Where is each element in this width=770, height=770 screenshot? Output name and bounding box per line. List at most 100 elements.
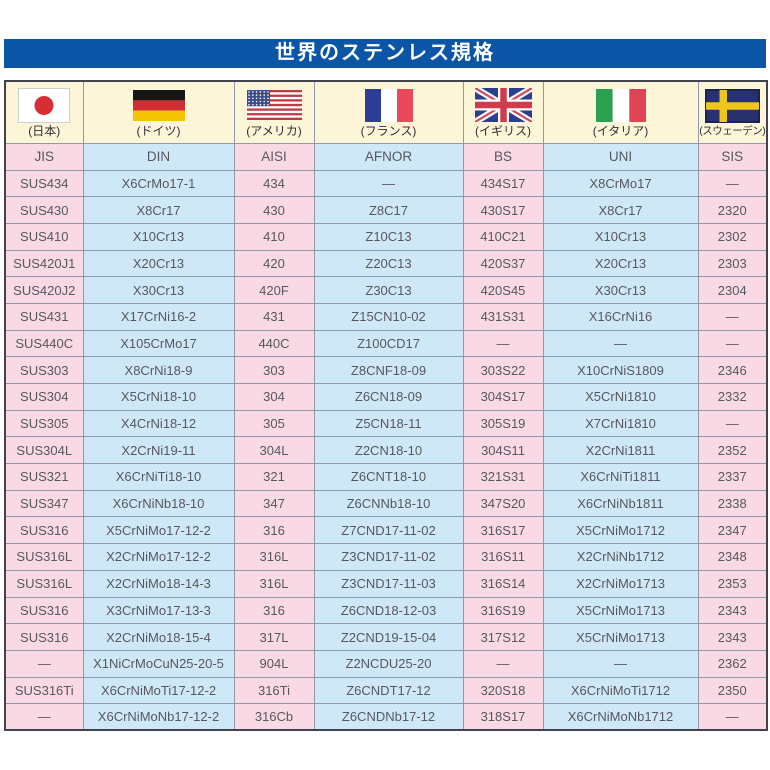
cell-bs: 316S19 <box>462 596 544 625</box>
cell-jis: SUS347 <box>4 489 84 518</box>
cell-jis: SUS305 <box>4 409 84 438</box>
cell-aisi: 316Ti <box>233 676 315 705</box>
standard-header-aisi: AISI <box>233 142 315 171</box>
cell-jis: — <box>4 703 84 731</box>
cell-din: X8CrNi18-9 <box>82 356 235 384</box>
cell-din: X1NiCrMoCuN25-20-5 <box>82 649 235 678</box>
cell-uni: X10CrNiS1809 <box>542 356 699 384</box>
cell-sis: 2302 <box>697 222 768 251</box>
cell-uni: — <box>542 329 699 358</box>
country-header-jis: (日本) <box>4 80 84 144</box>
cell-afnor: Z8C17 <box>313 196 464 224</box>
cell-sis: 2303 <box>697 249 768 278</box>
cell-jis: SUS316Ti <box>4 676 84 705</box>
uk-flag-icon <box>474 86 532 124</box>
cell-aisi: 304 <box>233 383 315 411</box>
cell-afnor: Z6CND18-12-03 <box>313 596 464 625</box>
cell-uni: X16CrNi16 <box>542 302 699 331</box>
cell-sis: 2337 <box>697 463 768 491</box>
country-header-din: (ドイツ) <box>82 80 235 144</box>
standards-header-row: JIS DIN AISI AFNOR BS UNI SIS <box>4 142 768 171</box>
table-row: SUS303 X8CrNi18-9 303 Z8CNF18-09 303S22 X10Cr… <box>4 356 768 384</box>
cell-jis: SUS316 <box>4 623 84 651</box>
cell-din: X2CrNiMo18-14-3 <box>82 569 235 598</box>
japan-flag-icon <box>18 86 71 124</box>
cell-afnor: Z3CND17-11-02 <box>313 543 464 571</box>
cell-uni: X5CrNiMo1712 <box>542 516 699 545</box>
cell-uni: X2CrNiMo1713 <box>542 569 699 598</box>
cell-jis: SUS431 <box>4 302 84 331</box>
cell-bs: — <box>462 329 544 358</box>
cell-afnor: Z15CN10-02 <box>313 302 464 331</box>
cell-din: X17CrNi16-2 <box>82 302 235 331</box>
table-row: SUS410 X10Cr13 410 Z10C13 410C21 X10Cr13 2302 <box>4 222 768 251</box>
cell-din: X30Cr13 <box>82 276 235 304</box>
cell-jis: SUS316L <box>4 543 84 571</box>
cell-bs: 410C21 <box>462 222 544 251</box>
cell-aisi: 904L <box>233 649 315 678</box>
standard-header-bs: BS <box>462 142 544 171</box>
cell-bs: 430S17 <box>462 196 544 224</box>
cell-afnor: Z10C13 <box>313 222 464 251</box>
table-row: SUS316L X2CrNiMo17-12-2 316L Z3CND17-11-02 3… <box>4 543 768 571</box>
cell-afnor: Z6CN18-09 <box>313 383 464 411</box>
cell-bs: 420S45 <box>462 276 544 304</box>
cell-sis: 2338 <box>697 489 768 518</box>
cell-afnor: Z100CD17 <box>313 329 464 358</box>
cell-sis: 2343 <box>697 596 768 625</box>
cell-din: X6CrNiTi18-10 <box>82 463 235 491</box>
cell-sis: — <box>697 302 768 331</box>
table-row: SUS316 X2CrNiMo18-15-4 317L Z2CND19-15-04 31… <box>4 623 768 651</box>
cell-uni: X6CrNiNb1811 <box>542 489 699 518</box>
cell-sis: 2352 <box>697 436 768 465</box>
table-row: SUS431 X17CrNi16-2 431 Z15CN10-02 431S31 X16C… <box>4 302 768 331</box>
usa-flag-icon <box>246 86 302 124</box>
germany-flag-icon <box>132 86 185 124</box>
cell-aisi: 305 <box>233 409 315 438</box>
cell-jis: SUS316L <box>4 569 84 598</box>
cell-din: X6CrMo17-1 <box>82 169 235 198</box>
cell-sis: — <box>697 409 768 438</box>
cell-aisi: 347 <box>233 489 315 518</box>
cell-din: X4CrNi18-12 <box>82 409 235 438</box>
cell-uni: X5CrNi1810 <box>542 383 699 411</box>
cell-afnor: Z2CND19-15-04 <box>313 623 464 651</box>
table-row: — X6CrNiMoNb17-12-2 316Cb Z6CNDNb17-12 318S1… <box>4 703 768 731</box>
table-row: — X1NiCrMoCuN25-20-5 904L Z2NCDU25-20— —2362 <box>4 649 768 678</box>
cell-uni: X6CrNiMoNb1712 <box>542 703 699 731</box>
country-label-jis: (日本) <box>28 124 61 139</box>
cell-afnor: Z6CNT18-10 <box>313 463 464 491</box>
page-title: 世界のステンレス規格 <box>4 39 766 68</box>
cell-jis: SUS304 <box>4 383 84 411</box>
cell-bs: 347S20 <box>462 489 544 518</box>
country-label-afnor: (フランス) <box>360 124 417 139</box>
stainless-standards-table: (日本) (ドイツ) (アメリカ) (フランス) (イギリス) (イタリア) (スウェーデン… <box>4 80 768 732</box>
cell-din: X5CrNi18-10 <box>82 383 235 411</box>
cell-afnor: Z6CNDNb17-12 <box>313 703 464 731</box>
cell-afnor: Z2NCDU25-20 <box>313 649 464 678</box>
cell-uni: X2CrNi1811 <box>542 436 699 465</box>
cell-uni: X7CrNi1810 <box>542 409 699 438</box>
country-label-sis: (スウェーデン) <box>699 124 766 137</box>
cell-din: X6CrNiMoTi17-12-2 <box>82 676 235 705</box>
cell-bs: 305S19 <box>462 409 544 438</box>
cell-uni: X2CrNiNb1712 <box>542 543 699 571</box>
table-row: SUS316 X3CrNiMo17-13-3 316 Z6CND18-12-03 316… <box>4 596 768 625</box>
cell-uni: X8Cr17 <box>542 196 699 224</box>
cell-jis: SUS420J2 <box>4 276 84 304</box>
cell-din: X5CrNiMo17-12-2 <box>82 516 235 545</box>
cell-sis: — <box>697 703 768 731</box>
table-row: SUS316L X2CrNiMo18-14-3 316L Z3CND17-11-03 3… <box>4 569 768 598</box>
cell-afnor: Z30C13 <box>313 276 464 304</box>
cell-uni: X30Cr13 <box>542 276 699 304</box>
cell-sis: 2346 <box>697 356 768 384</box>
cell-aisi: 316Cb <box>233 703 315 731</box>
cell-jis: SUS303 <box>4 356 84 384</box>
cell-jis: SUS304L <box>4 436 84 465</box>
cell-afnor: Z6CNDT17-12 <box>313 676 464 705</box>
cell-din: X10Cr13 <box>82 222 235 251</box>
cell-uni: X8CrMo17 <box>542 169 699 198</box>
standard-header-afnor: AFNOR <box>313 142 464 171</box>
cell-bs: 316S11 <box>462 543 544 571</box>
